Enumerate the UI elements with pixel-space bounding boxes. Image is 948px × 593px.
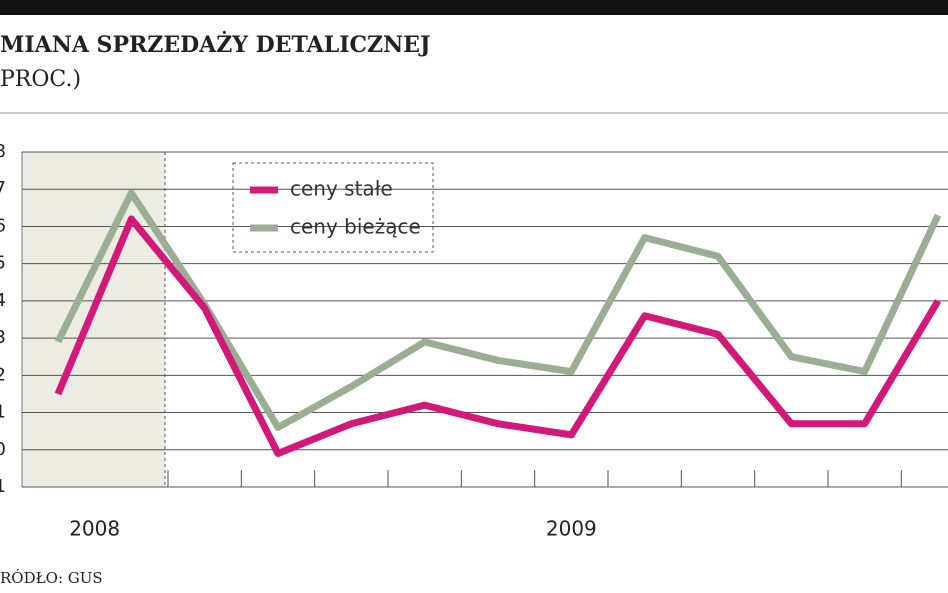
y-tick-label: 6 (0, 215, 6, 236)
chart-subtitle: PROC.) (0, 67, 81, 92)
legend-box (232, 162, 434, 253)
source: RÓDŁO: GUS (0, 569, 103, 587)
y-tick-label: 1 (0, 402, 6, 423)
legend-label: ceny stałe (290, 177, 393, 201)
year-label: 2009 (546, 517, 597, 541)
shaded-region (22, 152, 165, 487)
line-series (54, 215, 942, 457)
y-tick-label: -1 (0, 476, 6, 497)
y-tick-label: 8 (0, 141, 6, 162)
line-series (54, 189, 942, 431)
y-tick-label: 2 (0, 364, 6, 385)
y-tick-label: 7 (0, 178, 6, 199)
y-tick-label: 4 (0, 290, 6, 311)
top-bar (0, 0, 948, 15)
y-tick-label: 3 (0, 327, 6, 348)
legend-label: ceny bieżące (290, 215, 421, 239)
chart-title: MIANA SPRZEDAŻY DETALICZNEJ (0, 30, 430, 58)
year-label: 2008 (69, 517, 120, 541)
y-tick-label: 5 (0, 253, 6, 274)
y-tick-label: 0 (0, 439, 6, 460)
